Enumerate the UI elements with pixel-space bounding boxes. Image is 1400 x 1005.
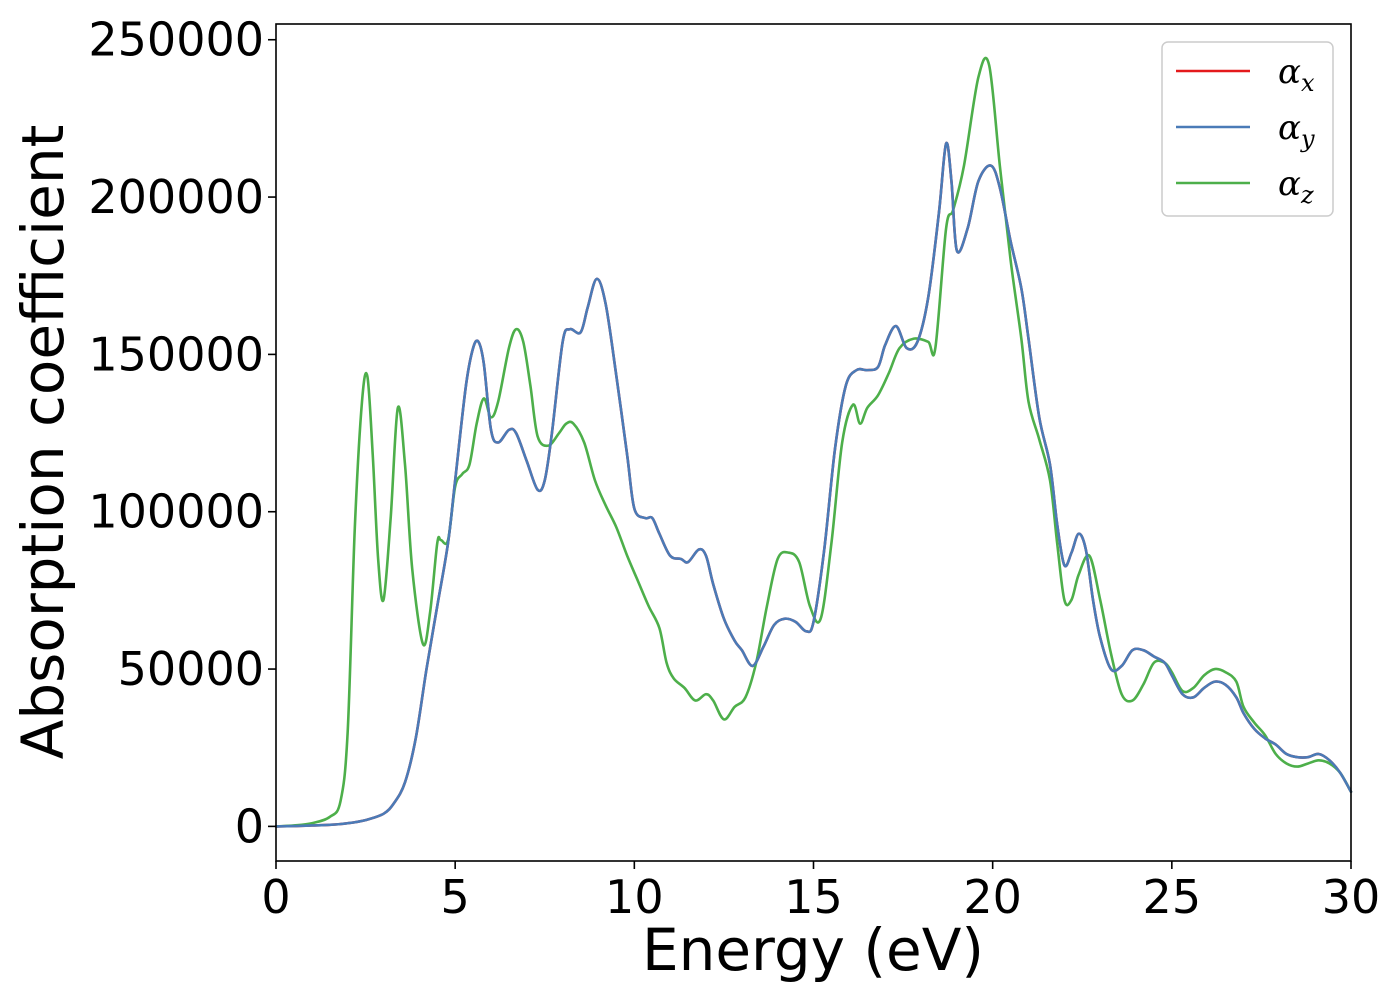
y-tick-label: 0 <box>235 799 264 853</box>
x-tick-label: 15 <box>784 870 843 924</box>
y-axis: 0 50000 100000 150000 200000 250000 <box>88 13 276 853</box>
legend: αx αy αz <box>1161 41 1334 217</box>
x-axis-title: Energy (eV) <box>642 916 984 984</box>
series-layer <box>274 56 1353 828</box>
x-tick-label: 0 <box>261 870 290 924</box>
series-line-alpha-y <box>274 141 1353 828</box>
y-tick-label: 150000 <box>88 327 264 381</box>
x-tick-label: 10 <box>605 870 664 924</box>
y-tick-label: 200000 <box>88 170 264 224</box>
legend-label-alpha-y: αy <box>1278 108 1315 153</box>
x-tick-label: 25 <box>1143 870 1202 924</box>
y-axis-title: Absorption coefficient <box>9 125 77 760</box>
legend-box <box>1161 41 1334 217</box>
series-line-alpha-z <box>274 56 1353 828</box>
legend-label-alpha-z: αz <box>1278 164 1314 209</box>
legend-items: αx αy αz <box>1176 52 1315 209</box>
x-tick-label: 5 <box>441 870 470 924</box>
y-tick-label: 250000 <box>88 13 264 67</box>
x-axis: 0 5 10 15 20 25 30 <box>261 861 1380 924</box>
y-tick-label: 100000 <box>88 485 264 539</box>
x-tick-label: 20 <box>963 870 1022 924</box>
x-tick-label: 30 <box>1322 870 1381 924</box>
y-tick-label: 50000 <box>118 642 264 696</box>
series-line-alpha-x <box>274 141 1353 828</box>
legend-label-alpha-x: αx <box>1278 52 1315 97</box>
